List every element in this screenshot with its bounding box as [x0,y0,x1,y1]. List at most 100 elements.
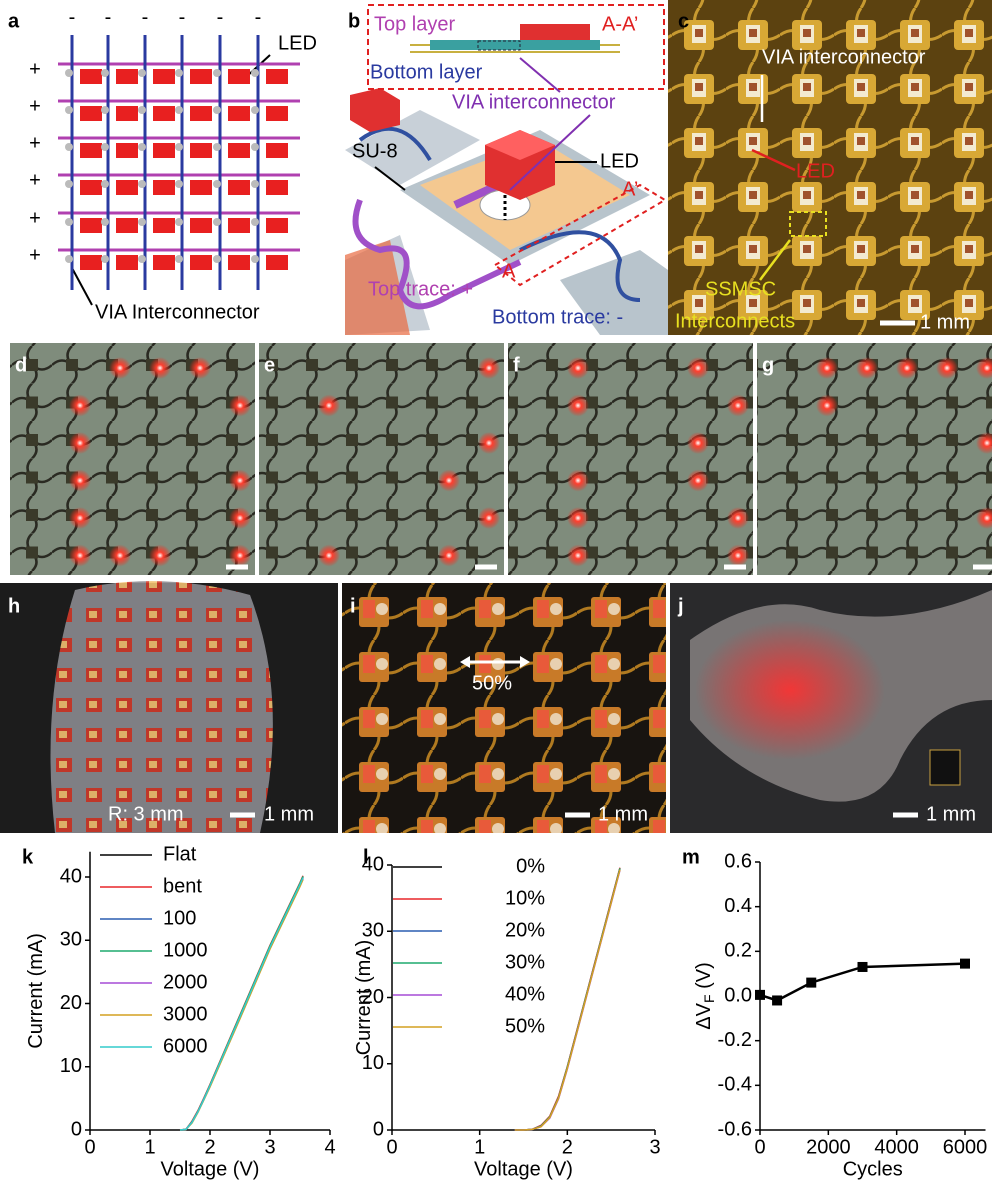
led [228,255,250,270]
legend-label: 0% [516,855,545,877]
via [175,218,183,226]
led [153,69,175,84]
y-tick-label: 0.2 [724,940,752,962]
lit-led [69,470,91,492]
y-tick-label: 30 [362,920,384,942]
via [65,218,73,226]
via [175,143,183,151]
plus-sign: + [29,58,41,80]
led [190,255,212,270]
legend-label: 100 [163,907,196,929]
arrow [72,268,92,305]
x-tick-label: 0 [754,1136,765,1158]
y-axis-label-sub: F [701,994,717,1003]
via [138,180,146,188]
top-layer: Top layer [374,13,455,35]
lit-led [69,507,91,529]
via [175,106,183,114]
section-start: A [502,260,516,282]
via [175,180,183,188]
via [65,255,73,263]
via [138,218,146,226]
led [80,255,102,270]
legend-label: 2000 [163,971,208,993]
marker [858,962,868,972]
lit-led [816,395,838,417]
lit-led [567,357,589,379]
lit-led [229,395,251,417]
via [101,143,109,151]
y-tick-label: 0 [71,1118,82,1140]
panel-label: c [678,10,689,32]
top-trace-label: Top trace: + [368,278,473,300]
chip [930,750,960,785]
led-block [520,24,590,40]
x-tick-label: 6000 [943,1136,988,1158]
panel-label: b [348,10,360,32]
scale-label: 1 mm [264,803,314,825]
via [101,69,109,77]
plus-sign: + [29,169,41,191]
x-tick-label: 4 [324,1136,335,1158]
via [213,106,221,114]
led [228,180,250,195]
via [101,218,109,226]
via [251,218,259,226]
led [266,255,288,270]
led [228,69,250,84]
y-axis-label-main: Current (mA) [25,933,47,1049]
y-tick-label: 10 [60,1055,82,1077]
led [116,106,138,121]
via [213,255,221,263]
figure: a LED VIA Interconnector ------++++++ b … [0,0,992,1190]
plus-sign: + [29,132,41,154]
y-axis-label-main: Current (mA) [353,940,375,1056]
y-tick-label: 0.0 [724,984,752,1006]
led [228,106,250,121]
marker [960,959,970,969]
lit-led [567,507,589,529]
via [251,69,259,77]
lit-led [567,545,589,567]
led [153,218,175,233]
legend-label: 30% [505,951,545,973]
led [116,69,138,84]
lit-led [189,357,211,379]
minus-sign: - [69,6,76,28]
legend-label: 20% [505,919,545,941]
led-label: LED [600,150,639,172]
lit-led [727,545,749,567]
scale-label: 1 mm [920,311,970,333]
via [65,69,73,77]
led [80,69,102,84]
via [65,180,73,188]
legend-label: bent [163,875,202,897]
led [266,106,288,121]
via [251,255,259,263]
via [138,143,146,151]
lit-led [109,357,131,379]
lit-led [109,545,131,567]
via [213,143,221,151]
led [266,69,288,84]
scale-label: 1 mm [598,803,648,825]
marker [772,995,782,1005]
led [116,218,138,233]
x-axis-label: Cycles [843,1158,903,1180]
section-end: A’ [622,178,638,200]
y-tick-label: 0 [373,1118,384,1140]
charts: 01234010203040kVoltage (V)Current (mA)Fl… [22,843,987,1180]
photo [342,583,666,833]
legend-label: 1000 [163,939,208,961]
bottom-trace-label: Bottom trace: - [492,306,623,328]
panel-label: h [8,595,20,617]
led [153,180,175,195]
via-label: VIA interconnector [452,91,616,113]
lit-led [318,545,340,567]
lit-led [69,395,91,417]
marker [755,990,765,1000]
panel-label: g [762,354,774,376]
glow [695,620,885,760]
via-label: VIA interconnector [762,46,926,68]
led-label: LED [796,160,835,182]
